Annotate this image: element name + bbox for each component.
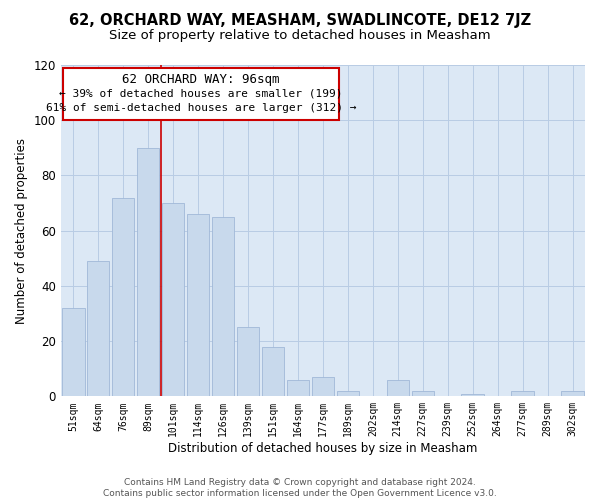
- Bar: [287, 380, 309, 396]
- FancyBboxPatch shape: [64, 68, 338, 120]
- Text: Contains HM Land Registry data © Crown copyright and database right 2024.
Contai: Contains HM Land Registry data © Crown c…: [103, 478, 497, 498]
- Bar: [412, 391, 434, 396]
- Text: Size of property relative to detached houses in Measham: Size of property relative to detached ho…: [109, 29, 491, 42]
- Bar: [311, 377, 334, 396]
- X-axis label: Distribution of detached houses by size in Measham: Distribution of detached houses by size …: [168, 442, 478, 455]
- Bar: [62, 308, 85, 396]
- Bar: [112, 198, 134, 396]
- Bar: [187, 214, 209, 396]
- Bar: [137, 148, 160, 396]
- Bar: [337, 391, 359, 396]
- Bar: [561, 391, 584, 396]
- Text: 62, ORCHARD WAY, MEASHAM, SWADLINCOTE, DE12 7JZ: 62, ORCHARD WAY, MEASHAM, SWADLINCOTE, D…: [69, 12, 531, 28]
- Y-axis label: Number of detached properties: Number of detached properties: [15, 138, 28, 324]
- Bar: [511, 391, 534, 396]
- Text: 62 ORCHARD WAY: 96sqm: 62 ORCHARD WAY: 96sqm: [122, 73, 280, 86]
- Text: ← 39% of detached houses are smaller (199): ← 39% of detached houses are smaller (19…: [59, 89, 343, 99]
- Bar: [87, 261, 109, 396]
- Bar: [386, 380, 409, 396]
- Bar: [212, 217, 234, 396]
- Bar: [262, 346, 284, 397]
- Text: 61% of semi-detached houses are larger (312) →: 61% of semi-detached houses are larger (…: [46, 104, 356, 114]
- Bar: [461, 394, 484, 396]
- Bar: [162, 203, 184, 396]
- Bar: [237, 328, 259, 396]
